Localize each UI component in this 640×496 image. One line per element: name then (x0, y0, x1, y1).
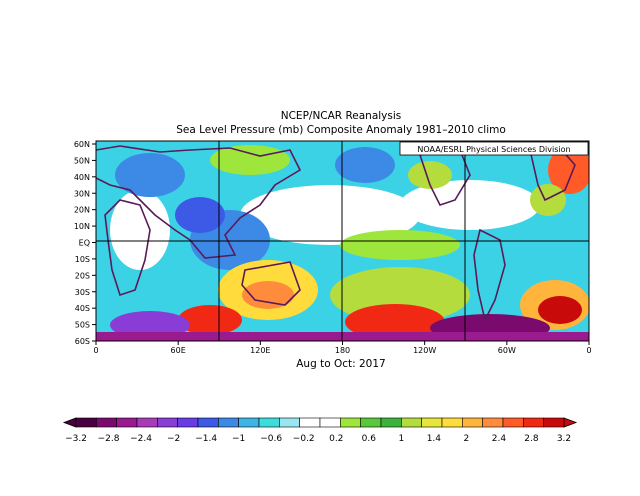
anomaly-field (96, 145, 589, 341)
colorbar-swatch (340, 417, 361, 428)
colorbar-swatch (96, 417, 117, 428)
credit-label: NOAA/ESRL Physical Sciences Division (417, 145, 570, 154)
lat-tick-label: 10N (74, 222, 90, 231)
colorbar-label: 2.8 (524, 434, 539, 444)
colorbar-swatch (238, 417, 260, 428)
colorbar-label: 3.2 (557, 434, 571, 444)
lat-tick-label: 50S (75, 321, 90, 330)
colorbar-label: 2 (464, 434, 470, 444)
lon-tick-label: 120W (413, 346, 436, 355)
colorbar-label: −0.2 (293, 434, 315, 444)
map-title: NCEP/NCAR Reanalysis (281, 110, 402, 122)
map-panel: NOAA/ESRL Physical Sciences Division 60N… (74, 140, 592, 355)
colorbar-swatch (421, 417, 443, 428)
colorbar-swatch (441, 417, 463, 428)
colorbar-swatch (543, 417, 565, 428)
lat-tick-label: 50N (74, 156, 90, 165)
colorbar-swatch (482, 417, 504, 428)
lon-tick-label: 180 (335, 346, 350, 355)
lat-tick-label: 10S (75, 255, 90, 264)
colorbar-swatch (157, 417, 178, 428)
colorbar-swatch (258, 417, 280, 428)
colorbar-swatch (462, 417, 483, 428)
lat-tick-label: 40S (75, 304, 90, 313)
grid-lines (96, 141, 589, 341)
colorbar-swatch (75, 417, 97, 428)
period-label: Aug to Oct: 2017 (296, 358, 385, 370)
colorbar-label: −1.4 (195, 434, 217, 444)
lat-tick-label: 30N (74, 189, 90, 198)
credit-box (399, 141, 589, 156)
lat-tick-label: 60N (74, 140, 90, 149)
colorbar-label: 1.4 (427, 434, 442, 444)
lon-tick-label: 60E (171, 346, 186, 355)
colorbar-swatch (116, 417, 138, 428)
colorbar-swatch (177, 417, 199, 428)
colorbar-label: 1 (398, 434, 404, 444)
colorbar-labels: −3.2 −2.8 −2.4 −2 −1.4 −1 −0.6 −0.2 0.2 0.6 1 1.4 2 2… (65, 434, 571, 444)
lon-tick-label: 0 (586, 346, 591, 355)
lat-tick-label: 40N (74, 173, 90, 182)
colorbar-label: −2 (167, 434, 180, 444)
colorbar-swatch (279, 417, 300, 428)
colorbar-swatch (360, 417, 382, 428)
latitude-axis: 60N 50N 40N 30N 20N 10N EQ 10S 20S 30S 40S 50S 60S (74, 140, 96, 346)
colorbar-label: −0.6 (260, 434, 282, 444)
lon-tick-label: 0 (93, 346, 98, 355)
longitude-axis: 0 60E 120E 180 120W 60W 0 (93, 341, 592, 355)
colorbar-label: 0.6 (362, 434, 377, 444)
colorbar-swatch (380, 417, 402, 428)
colorbar-swatch (218, 417, 239, 428)
coastlines (96, 145, 576, 323)
colorbar-swatch (523, 417, 544, 428)
lat-tick-label: EQ (79, 239, 90, 248)
lon-tick-label: 120E (250, 346, 270, 355)
colorbar-swatch (197, 417, 219, 428)
colorbar-swatch (319, 417, 341, 428)
map-subtitle: Sea Level Pressure (mb) Composite Anomal… (176, 124, 506, 136)
colorbar-label: −2.4 (130, 434, 152, 444)
colorbar-swatch (136, 417, 158, 428)
colorbar-min-arrow (62, 417, 77, 428)
colorbar (62, 417, 578, 428)
colorbar-label: 0.2 (329, 434, 343, 444)
lat-tick-label: 20S (75, 271, 90, 280)
colorbar-label: −3.2 (65, 434, 87, 444)
lat-tick-label: 20N (74, 206, 90, 215)
colorbar-swatch (502, 417, 524, 428)
colorbar-max-arrow (563, 417, 578, 428)
colorbar-label: −2.8 (98, 434, 120, 444)
colorbar-swatch (401, 417, 422, 428)
lon-tick-label: 60W (498, 346, 516, 355)
colorbar-label: 2.4 (492, 434, 507, 444)
lat-tick-label: 60S (75, 337, 90, 346)
colorbar-label: −1 (232, 434, 245, 444)
lat-tick-label: 30S (75, 288, 90, 297)
colorbar-swatch (299, 417, 321, 428)
